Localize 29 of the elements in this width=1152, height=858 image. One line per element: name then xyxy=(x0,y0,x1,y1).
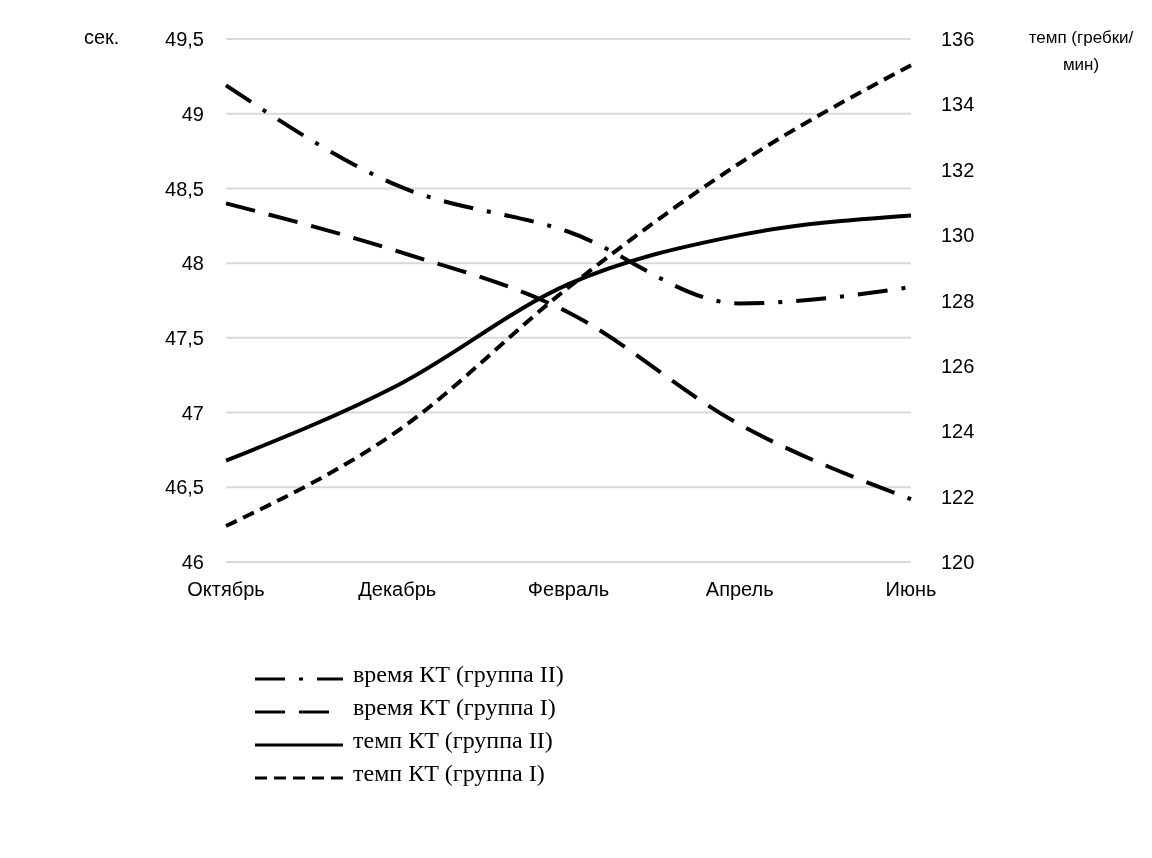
y2-tick-label: 128 xyxy=(941,289,975,312)
y2-tick-label: 136 xyxy=(941,28,975,51)
y-tick-label: 49 xyxy=(181,102,204,125)
y-tick-label: 47,5 xyxy=(165,326,204,349)
y2-tick-label: 130 xyxy=(941,224,975,247)
y-tick-label: 47 xyxy=(181,401,204,424)
x-tick-label: Февраль xyxy=(527,578,610,601)
y2-tick-label: 132 xyxy=(941,158,975,181)
y2-tick-label: 134 xyxy=(941,93,975,116)
legend-label: темп КТ (группа II) xyxy=(353,727,553,754)
legend-label: темп КТ (группа I) xyxy=(353,760,545,787)
legend-label: время КТ (группа I) xyxy=(353,694,556,721)
y-tick-label: 48 xyxy=(181,252,204,275)
line-series xyxy=(224,63,913,529)
x-tick-label: Апрель xyxy=(705,578,774,601)
y2-tick-label: 120 xyxy=(941,551,975,574)
y2-tick-label: 124 xyxy=(941,420,975,443)
y2-axis-title: темп (гребки/мин) xyxy=(1027,27,1135,76)
x-tick-label: Июнь xyxy=(885,578,937,601)
y2-tick-label: 126 xyxy=(941,354,975,377)
x-tick-label: Декабрь xyxy=(358,578,437,601)
y2-tick-label: 122 xyxy=(941,485,975,508)
y-tick-label: 48,5 xyxy=(165,177,204,200)
y-tick-label: 49,5 xyxy=(165,28,204,51)
legend-label: время КТ (группа II) xyxy=(353,661,564,688)
y-tick-label: 46 xyxy=(181,551,204,574)
x-tick-label: Октябрь xyxy=(187,578,265,601)
y-axis-title: сек. xyxy=(84,26,120,49)
y-tick-label: 46,5 xyxy=(165,476,204,499)
